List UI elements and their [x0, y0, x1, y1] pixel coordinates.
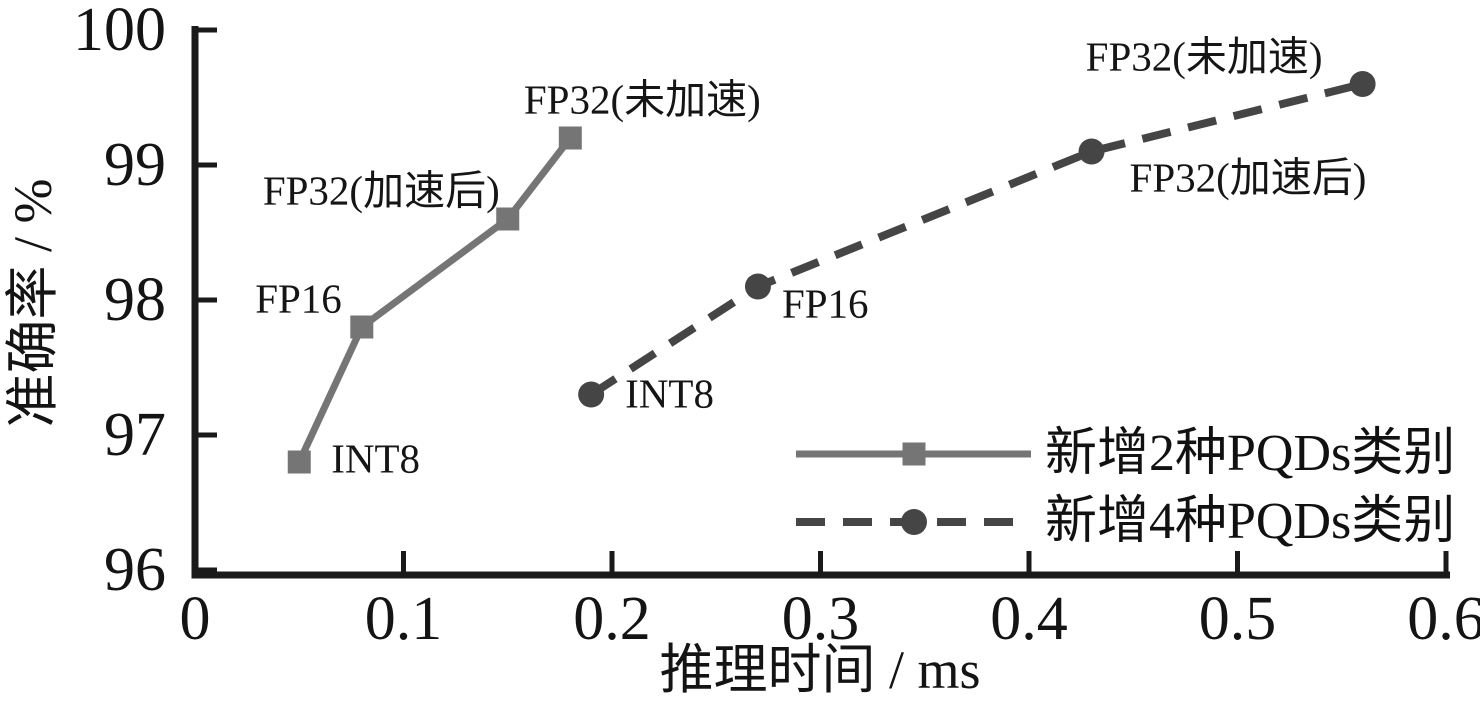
- point-marker-square: [350, 315, 374, 339]
- legend: 新增2种PQDs类别 新增4种PQDs类别: [796, 420, 1455, 556]
- point-marker-circle: [1078, 138, 1105, 165]
- legend-label-4-pqds: 新增4种PQDs类别: [1045, 493, 1456, 550]
- legend-sample-solid-square: [796, 439, 1031, 469]
- legend-circle-marker-icon: [900, 509, 927, 535]
- legend-sample-dashed-circle: [796, 507, 1031, 537]
- point-marker-square: [558, 126, 582, 150]
- series-line-4-pqds: [588, 80, 1364, 398]
- x-axis-title: 推理时间 / ms: [659, 640, 981, 700]
- legend-row-4-pqds: 新增4种PQDs类别: [796, 488, 1455, 556]
- y-axis-title: 准确率 / %: [3, 178, 63, 428]
- point-marker-circle: [578, 381, 605, 408]
- legend-row-2-pqds: 新增2种PQDs类别: [796, 420, 1455, 488]
- point-marker-circle: [1349, 71, 1376, 97]
- point-marker-square: [496, 207, 520, 231]
- series-line-2-pqds: [296, 135, 574, 464]
- point-marker-circle: [744, 273, 771, 300]
- legend-square-marker-icon: [902, 442, 925, 466]
- point-marker-square: [287, 450, 311, 474]
- legend-label-2-pqds: 新增2种PQDs类别: [1045, 425, 1456, 482]
